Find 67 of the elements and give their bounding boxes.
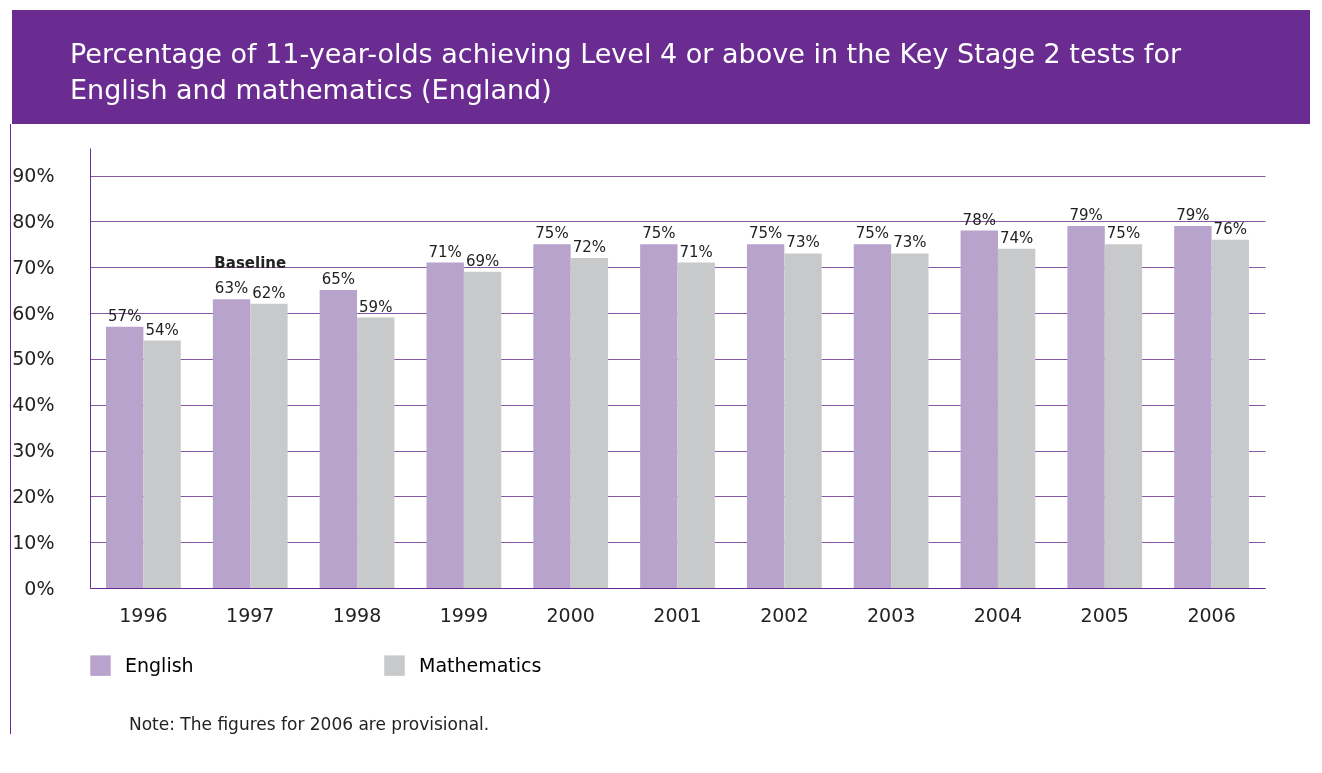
bar bbox=[212, 299, 251, 588]
bar bbox=[960, 230, 998, 588]
data-label: 71% bbox=[428, 242, 462, 261]
text: Note: The figures for 2006 are provisional. bbox=[128, 713, 491, 734]
bar bbox=[357, 317, 395, 588]
bar bbox=[784, 253, 822, 588]
bar bbox=[426, 262, 464, 588]
data-label: 65% bbox=[321, 270, 356, 289]
bar bbox=[319, 290, 358, 588]
x-tick-label: 2005 bbox=[1080, 603, 1129, 626]
y-tick-label: 0% bbox=[24, 576, 55, 599]
bar bbox=[570, 258, 609, 588]
data-label: 76% bbox=[1213, 219, 1247, 238]
x-tick-label: 2002 bbox=[760, 603, 809, 626]
y-tick-label: 80% bbox=[12, 209, 55, 232]
chart-title: Percentage of 11-year-olds achieving Level 4 or above in the Key Stage 2 tests for English and mathematics (England) bbox=[12, 10, 1310, 124]
bar bbox=[640, 244, 678, 588]
bar bbox=[677, 262, 715, 588]
data-label: 75% bbox=[1106, 224, 1141, 243]
bar bbox=[853, 244, 892, 588]
y-tick-label: 30% bbox=[12, 439, 55, 461]
y-tick-label: 90% bbox=[12, 164, 55, 186]
y-tick-label: 20% bbox=[12, 484, 55, 507]
bar bbox=[143, 340, 181, 588]
y-tick-label: 70% bbox=[12, 255, 55, 278]
bar bbox=[250, 303, 288, 588]
bar bbox=[106, 326, 144, 588]
bar bbox=[1211, 239, 1249, 588]
y-tick-label: 10% bbox=[12, 530, 55, 553]
data-label: 73% bbox=[893, 233, 927, 252]
data-label: 69% bbox=[465, 251, 500, 270]
data-label: 71% bbox=[679, 242, 713, 261]
data-label: 74% bbox=[999, 228, 1034, 247]
bar bbox=[891, 253, 929, 588]
data-label: 79% bbox=[1069, 205, 1103, 224]
x-tick-label: 2000 bbox=[546, 603, 595, 626]
data-label: 54% bbox=[145, 320, 179, 339]
x-tick-label: 1996 bbox=[119, 603, 168, 626]
x-tick-label: 2004 bbox=[973, 603, 1023, 626]
data-label: 62% bbox=[252, 283, 286, 302]
y-tick-label: 50% bbox=[12, 347, 55, 370]
x-tick-label: 1999 bbox=[439, 603, 489, 626]
data-label: 75% bbox=[748, 224, 783, 243]
data-label: 79% bbox=[1176, 205, 1210, 224]
x-tick-label: 1997 bbox=[226, 603, 275, 626]
bar bbox=[1104, 244, 1143, 588]
bar bbox=[997, 248, 1036, 588]
bar bbox=[1067, 225, 1105, 588]
legend-label: Mathematics bbox=[419, 653, 542, 676]
data-label: 73% bbox=[786, 233, 820, 252]
data-label: 63% bbox=[214, 279, 249, 298]
legend-label: English bbox=[125, 653, 194, 676]
data-label: 72% bbox=[572, 238, 607, 256]
bar bbox=[463, 271, 502, 588]
x-tick-label: 2006 bbox=[1187, 603, 1236, 626]
y-tick-label: 40% bbox=[12, 393, 55, 416]
bar bbox=[533, 244, 571, 588]
bar bbox=[1174, 225, 1212, 588]
data-label: 75% bbox=[535, 224, 569, 243]
x-tick-label: 1998 bbox=[332, 603, 382, 626]
bar bbox=[746, 244, 785, 588]
data-label: 75% bbox=[642, 224, 676, 243]
data-label: 75% bbox=[855, 224, 890, 243]
x-tick-label: 2001 bbox=[653, 603, 702, 626]
x-tick-label: 2003 bbox=[866, 603, 916, 626]
y-tick-label: 60% bbox=[12, 301, 55, 324]
data-label: 59% bbox=[359, 297, 393, 316]
